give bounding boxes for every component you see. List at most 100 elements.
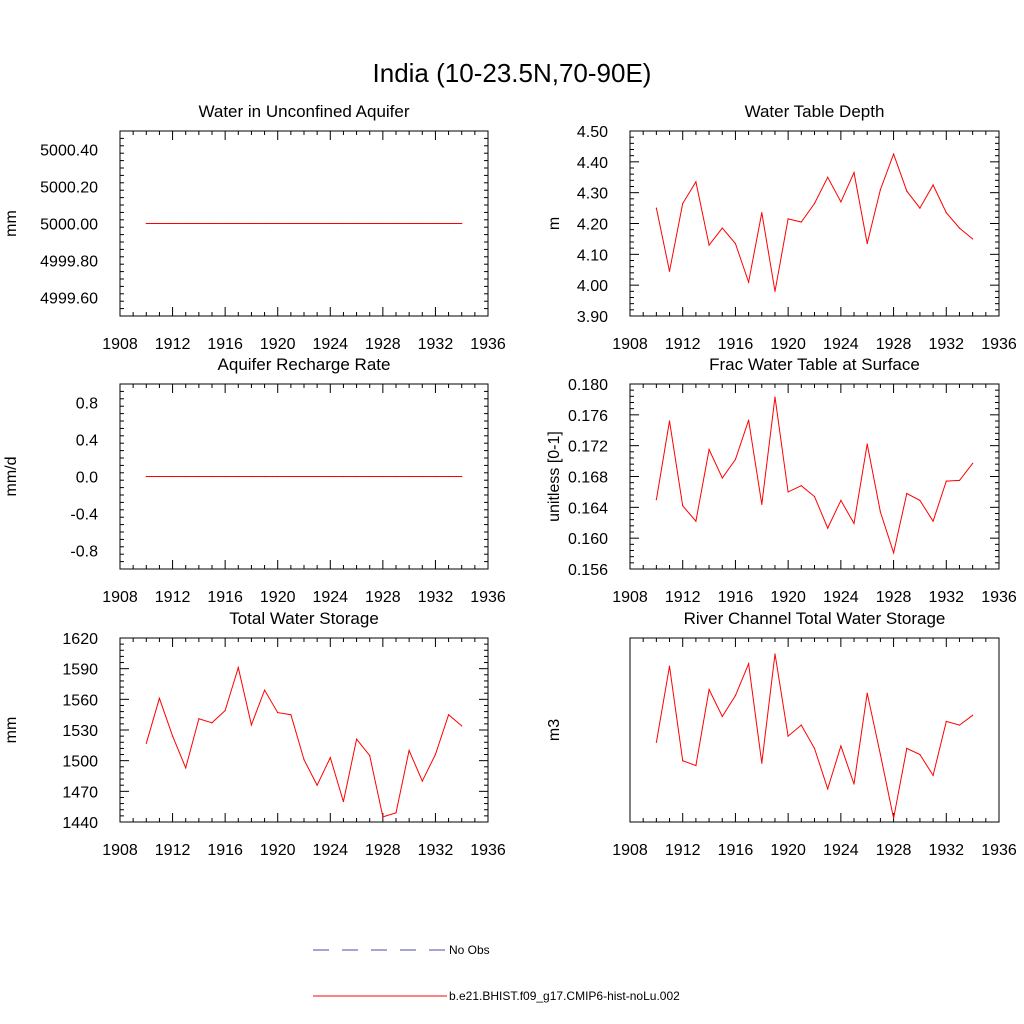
x-tick-label: 1920 [770,842,806,859]
legend-model-label: b.e21.BHIST.f09_g17.CMIP6-hist-noLu.002 [449,989,680,1003]
x-tick-label: 1932 [418,589,454,606]
y-tick-label: 1530 [62,723,98,740]
panel-title: Water Table Depth [745,102,885,121]
y-tick-label: 0.172 [568,439,608,456]
panel-title: Total Water Storage [229,609,379,628]
data-point [224,709,226,712]
data-point [866,242,868,245]
plot-frame [119,637,489,823]
y-tick-label: 0.0 [76,470,98,487]
y-tick-label: 0.8 [76,396,98,413]
data-point [382,816,384,818]
y-axis-label: mm/d [3,457,20,497]
data-point [761,762,763,764]
data-point [906,492,908,495]
data-point [185,767,187,769]
data-point [655,741,657,743]
x-tick-label: 1912 [155,589,191,606]
x-tick-label: 1920 [260,842,296,859]
y-tick-label: 0.176 [568,408,608,425]
data-point [421,475,423,478]
panel: Water in Unconfined Aquifer mm 1908 1912 191… [3,102,506,353]
data-point [171,735,174,737]
y-tick-label: 1440 [62,815,98,832]
data-point [369,475,371,478]
x-tick-label: 1908 [612,842,648,859]
plot-frame [629,130,1000,317]
y-tick-label: 1590 [62,662,98,679]
data-point [682,202,684,205]
data-point [158,475,161,478]
data-point [145,222,147,225]
data-point [682,760,684,762]
data-point [250,222,253,225]
x-tick-label: 1924 [823,336,859,353]
data-point [695,520,697,522]
data-point [827,527,829,529]
data-point [695,764,697,767]
y-tick-label: 0.4 [76,433,98,450]
data-point [329,757,331,759]
data-point [171,475,174,478]
x-tick-label: 1936 [981,842,1017,859]
data-point [708,448,710,451]
figure-title: India (10-23.5N,70-90E) [373,58,652,88]
data-point [813,747,816,750]
x-tick-label: 1912 [155,842,191,859]
plot-frame [629,383,1000,570]
panel-title: Water in Unconfined Aquifer [198,102,409,121]
y-tick-label: 4.10 [577,247,608,264]
y-axis-label: m [546,217,563,230]
data-point [342,475,345,478]
data-point [945,720,947,723]
data-point [290,475,292,478]
data-point [721,715,723,718]
data-point [840,745,842,747]
x-tick-label: 1924 [823,589,859,606]
data-point [800,485,802,487]
data-point [329,222,331,225]
x-tick-label: 1916 [718,336,754,353]
data-point [906,190,908,192]
y-tick-label: 1500 [62,754,98,771]
y-axis-label: unitless [0-1] [546,431,563,522]
data-point [708,244,710,246]
x-tick-label: 1920 [260,589,296,606]
data-point [395,222,397,225]
y-tick-label: 4999.80 [40,254,98,271]
data-point [408,222,410,225]
data-point [145,475,147,478]
x-tick-label: 1920 [770,336,806,353]
data-point [171,222,174,225]
data-point [840,499,842,501]
data-point [303,475,305,478]
x-tick-label: 1932 [418,336,454,353]
data-point [342,222,345,225]
data-point [434,753,437,756]
data-point [316,222,318,225]
x-tick-label: 1916 [207,589,243,606]
data-point [237,475,239,478]
x-tick-label: 1928 [876,336,912,353]
data-point [408,749,410,752]
data-point [316,784,318,786]
plot-frame [629,637,1000,823]
x-tick-label: 1916 [207,336,243,353]
data-point [277,222,279,225]
data-point [919,753,921,756]
data-point [461,222,463,225]
data-point [748,663,750,665]
data-point [382,222,384,225]
x-tick-label: 1908 [102,336,138,353]
data-point [655,499,657,501]
data-point [919,499,921,501]
x-tick-label: 1924 [312,336,348,353]
y-tick-label: 1620 [62,631,98,648]
data-point [958,227,961,229]
panel: Aquifer Recharge Rate mm/d 1908 1912 1916 192… [3,355,506,606]
x-tick-label: 1912 [155,336,191,353]
data-point [853,783,855,785]
data-point [972,462,974,464]
y-tick-label: 4999.60 [40,291,98,308]
